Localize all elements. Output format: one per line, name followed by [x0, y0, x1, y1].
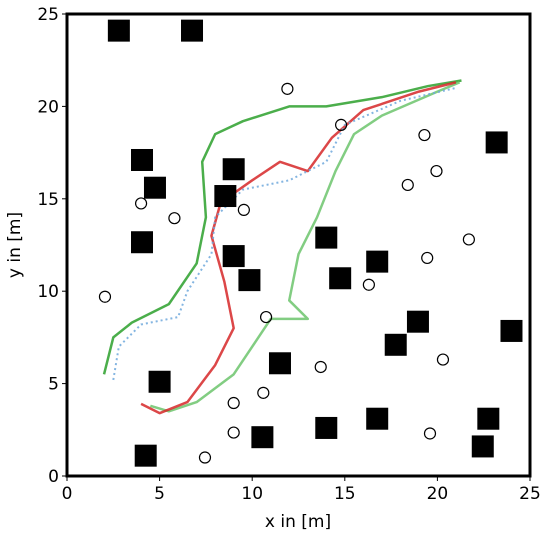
obstacle-square: [406, 310, 429, 333]
circle-marker: [334, 118, 348, 131]
x-tick-label: 20: [427, 484, 449, 504]
x-tick-label: 0: [62, 484, 73, 504]
circle-marker: [257, 386, 270, 399]
obstacle-square: [251, 426, 274, 449]
y-axis-label: y in [m]: [5, 212, 25, 278]
circle-marker: [227, 426, 240, 439]
y-tick-label: 20: [37, 97, 59, 117]
circle-marker: [98, 290, 112, 303]
circle-marker: [134, 197, 148, 210]
obstacle-square: [329, 267, 352, 290]
x-tick-label: 5: [154, 484, 165, 504]
circle-marker: [430, 164, 443, 178]
obstacle-square: [143, 176, 166, 199]
circle-marker: [401, 178, 414, 192]
obstacle-square: [477, 407, 500, 430]
obstacle-square: [131, 231, 154, 254]
obstacle-square: [315, 226, 338, 249]
circle-marker: [168, 212, 181, 225]
obstacle-square: [268, 352, 291, 375]
obstacle-square: [222, 158, 245, 181]
circle-marker: [198, 451, 212, 464]
obstacle-square: [315, 416, 338, 439]
trajectory: [112, 86, 457, 381]
obstacle-square: [366, 250, 389, 273]
circle-marker: [436, 353, 450, 366]
obstacle-square: [238, 269, 261, 292]
obstacle-square: [134, 444, 157, 467]
obstacle-square: [148, 370, 171, 393]
plot-frame: [65, 12, 532, 478]
obstacle-square: [471, 435, 494, 458]
y-tick-label: 15: [37, 190, 59, 210]
circle-marker: [362, 278, 375, 291]
y-tick-label: 25: [37, 5, 59, 25]
circle-marker: [314, 360, 327, 374]
obstacle-square: [366, 407, 389, 430]
x-tick-label: 10: [241, 484, 263, 504]
obstacle-square: [107, 19, 130, 42]
obstacle-square: [384, 333, 407, 356]
obstacle-square: [214, 185, 237, 208]
y-tick-label: 5: [48, 375, 59, 395]
trajectory: [102, 79, 462, 375]
x-tick-label: 15: [334, 484, 356, 504]
trajectory: [149, 81, 461, 413]
obstacle-square: [500, 319, 523, 342]
x-axis-label: x in [m]: [265, 512, 331, 532]
circle-marker: [418, 128, 431, 142]
trajectory: [140, 81, 457, 415]
circle-marker: [227, 396, 240, 410]
circle-marker: [423, 427, 437, 440]
circle-marker: [462, 233, 475, 246]
x-tick-label: 25: [519, 484, 541, 504]
obstacle-square: [485, 131, 508, 154]
circle-marker: [421, 251, 434, 265]
y-tick-label: 0: [48, 467, 59, 487]
y-tick-label: 10: [37, 282, 59, 302]
obstacle-square: [131, 148, 154, 171]
obstacle-square: [181, 19, 204, 42]
circle-marker: [237, 203, 250, 216]
circle-marker: [281, 82, 294, 95]
obstacle-square: [222, 245, 245, 268]
circle-marker: [259, 310, 273, 324]
